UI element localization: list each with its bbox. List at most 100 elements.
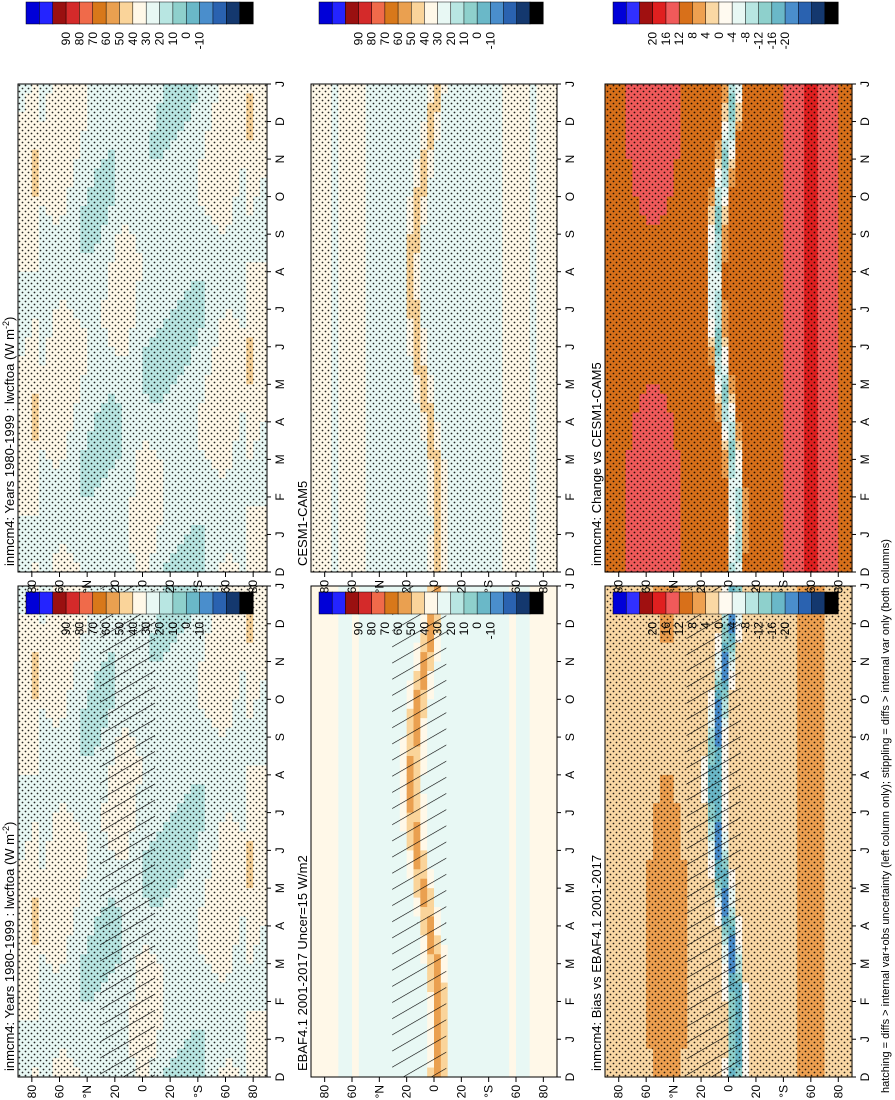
heatmap-cell xyxy=(324,652,333,663)
colorbar-swatch xyxy=(39,1,54,25)
heatmap-cell xyxy=(311,935,319,946)
colorbar-label: 20 xyxy=(153,622,167,636)
heatmap-cell xyxy=(372,859,380,870)
heatmap-cell xyxy=(365,954,374,965)
heatmap-cell xyxy=(352,1048,360,1059)
heatmap-cell xyxy=(372,822,380,833)
heatmap-cell xyxy=(386,718,394,729)
heatmap-cell xyxy=(352,614,360,625)
heatmap-cell xyxy=(386,982,394,993)
colorbar-swatch xyxy=(65,1,80,25)
heatmap-cell xyxy=(317,718,326,729)
heatmap-cell xyxy=(331,699,339,710)
heatmap-cell xyxy=(365,718,374,729)
heatmap-cell xyxy=(352,916,360,927)
heatmap-cell xyxy=(311,623,319,634)
heatmap-cell xyxy=(372,1039,380,1050)
heatmap-cell xyxy=(358,878,367,889)
heatmap-cell xyxy=(338,831,346,842)
heatmap-cell xyxy=(386,699,394,710)
heatmap-cell xyxy=(324,718,333,729)
heatmap-cell xyxy=(386,765,394,776)
heatmap-cell xyxy=(386,869,394,880)
heatmap-cell xyxy=(358,954,367,965)
heatmap-cell xyxy=(447,944,456,955)
heatmap-cell xyxy=(345,1029,353,1040)
heatmap-cell xyxy=(331,746,339,757)
heatmap-cell xyxy=(352,784,360,795)
heatmap-cell xyxy=(345,888,353,899)
heatmap-cell xyxy=(331,642,339,653)
heatmap-cell xyxy=(317,1039,326,1050)
heatmap-cell xyxy=(324,907,333,918)
heatmap-cell xyxy=(311,737,319,748)
heatmap-cell xyxy=(317,1058,326,1069)
heatmap-cell xyxy=(345,727,353,738)
heatmap-cell xyxy=(345,812,353,823)
heatmap-cell xyxy=(338,869,346,880)
heatmap-cell xyxy=(311,944,319,955)
heatmap-cell xyxy=(365,963,374,974)
heatmap-cell xyxy=(372,907,380,918)
heatmap-cell xyxy=(345,642,353,653)
heatmap-cell xyxy=(447,963,456,974)
heatmap-cell xyxy=(324,727,333,738)
heatmap-cell xyxy=(338,1020,346,1031)
colorbar-label: 70 xyxy=(86,32,100,46)
heatmap-cell xyxy=(317,699,326,710)
heatmap-cell xyxy=(352,907,360,918)
heatmap-cell xyxy=(358,935,367,946)
heatmap-cell xyxy=(311,822,319,833)
heatmap-cell xyxy=(447,850,456,861)
heatmap-cell xyxy=(324,1067,333,1078)
heatmap-cell xyxy=(447,822,456,833)
heatmap-cell xyxy=(447,765,456,776)
heatmap-cell xyxy=(331,680,339,691)
heatmap-cell xyxy=(324,973,333,984)
heatmap-cell xyxy=(386,963,394,974)
heatmap-cell xyxy=(365,633,374,644)
heatmap-cell xyxy=(311,982,319,993)
heatmap-cell xyxy=(331,982,339,993)
month-tick-label: M xyxy=(273,883,287,893)
heatmap-cell xyxy=(447,586,456,597)
heatmap-cell xyxy=(447,840,456,851)
heatmap-cell xyxy=(358,1067,367,1078)
colorbar-swatch xyxy=(25,1,40,25)
heatmap-cell xyxy=(331,907,339,918)
heatmap-cell xyxy=(386,925,394,936)
heatmap-cell xyxy=(365,897,374,908)
heatmap-cell xyxy=(317,1020,326,1031)
heatmap-cell xyxy=(447,954,456,965)
heatmap-cell xyxy=(331,708,339,719)
lat-tick-label: °N xyxy=(80,580,94,593)
heatmap-cell xyxy=(365,784,374,795)
heatmap-cell xyxy=(331,803,339,814)
heatmap-cell xyxy=(379,774,387,785)
month-tick-label: M xyxy=(273,454,287,464)
heatmap-cell xyxy=(372,897,380,908)
heatmap-cell xyxy=(331,812,339,823)
heatmap-cell xyxy=(311,670,319,682)
heatmap-cell xyxy=(447,1010,456,1021)
heatmap-cell xyxy=(386,708,394,719)
heatmap-cell xyxy=(379,973,387,984)
heatmap-cell xyxy=(352,746,360,757)
heatmap-cell xyxy=(352,1020,360,1031)
heatmap-cell xyxy=(317,661,326,672)
heatmap-cell xyxy=(447,642,456,653)
heatmap-cell xyxy=(379,1039,387,1050)
heatmap-cell xyxy=(331,784,339,795)
heatmap-cell xyxy=(345,746,353,757)
heatmap-cell xyxy=(345,718,353,729)
heatmap-cell xyxy=(372,1048,380,1059)
heatmap-cell xyxy=(311,812,319,823)
heatmap-cell xyxy=(379,661,387,672)
heatmap-cell xyxy=(358,699,367,710)
heatmap-cell xyxy=(372,1029,380,1040)
month-tick-label: D xyxy=(273,117,287,126)
heatmap-cell xyxy=(352,812,360,823)
heatmap-cell xyxy=(386,737,394,748)
heatmap-cell xyxy=(365,793,374,804)
